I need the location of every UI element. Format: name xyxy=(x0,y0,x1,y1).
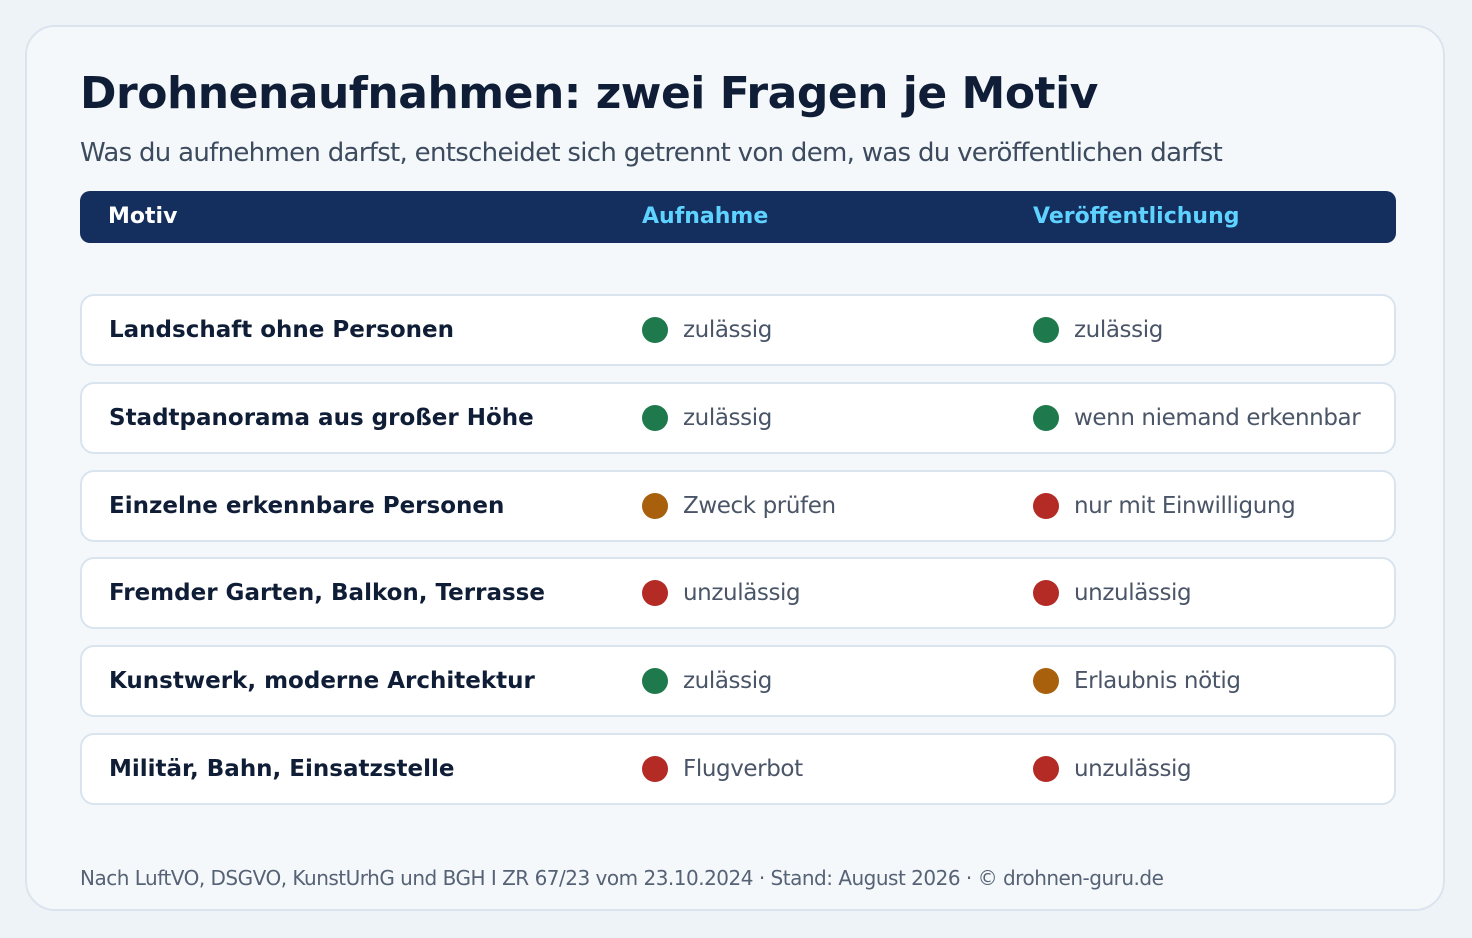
status-dot-icon xyxy=(1033,405,1059,431)
aufnahme-status-text: Flugverbot xyxy=(683,756,803,782)
table-header: Motiv Aufnahme Veröffentlichung xyxy=(80,191,1396,243)
table-row: Militär, Bahn, Einsatzstelle Flugverbot … xyxy=(80,733,1396,805)
aufnahme-status-text: unzulässig xyxy=(683,580,801,606)
aufnahme-cell: zulässig xyxy=(642,647,772,715)
motiv-label: Stadtpanorama aus großer Höhe xyxy=(109,405,534,431)
footer-note: Nach LuftVO, DSGVO, KunstUrhG und BGH I … xyxy=(80,866,1164,890)
status-dot-icon xyxy=(1033,317,1059,343)
status-dot-icon xyxy=(642,493,668,519)
column-header-motiv: Motiv xyxy=(108,204,178,229)
veroeffentlichung-status-text: nur mit Einwilligung xyxy=(1074,493,1296,519)
table-row: Kunstwerk, moderne Architektur zulässig … xyxy=(80,645,1396,717)
veroeffentlichung-cell: Erlaubnis nötig xyxy=(1033,647,1241,715)
column-header-veroeffentlichung: Veröffentlichung xyxy=(1033,204,1240,229)
veroeffentlichung-status-text: wenn niemand erkennbar xyxy=(1074,405,1361,431)
veroeffentlichung-status-text: Erlaubnis nötig xyxy=(1074,668,1241,694)
aufnahme-status-text: zulässig xyxy=(683,317,772,343)
status-dot-icon xyxy=(642,405,668,431)
status-dot-icon xyxy=(642,580,668,606)
status-dot-icon xyxy=(642,317,668,343)
column-header-aufnahme: Aufnahme xyxy=(642,204,769,229)
aufnahme-cell: Zweck prüfen xyxy=(642,472,836,540)
page-subtitle: Was du aufnehmen darfst, entscheidet sic… xyxy=(80,138,1223,168)
veroeffentlichung-cell: wenn niemand erkennbar xyxy=(1033,384,1361,452)
veroeffentlichung-cell: unzulässig xyxy=(1033,735,1192,803)
motiv-label: Kunstwerk, moderne Architektur xyxy=(109,668,535,694)
page-title: Drohnenaufnahmen: zwei Fragen je Motiv xyxy=(80,68,1098,119)
aufnahme-cell: Flugverbot xyxy=(642,735,803,803)
motiv-label: Einzelne erkennbare Personen xyxy=(109,493,505,519)
motiv-label: Fremder Garten, Balkon, Terrasse xyxy=(109,580,545,606)
status-dot-icon xyxy=(642,756,668,782)
veroeffentlichung-cell: nur mit Einwilligung xyxy=(1033,472,1296,540)
status-dot-icon xyxy=(642,668,668,694)
aufnahme-cell: zulässig xyxy=(642,384,772,452)
aufnahme-cell: unzulässig xyxy=(642,559,801,627)
veroeffentlichung-status-text: zulässig xyxy=(1074,317,1163,343)
info-card: Drohnenaufnahmen: zwei Fragen je Motiv W… xyxy=(25,25,1445,911)
table-row: Einzelne erkennbare Personen Zweck prüfe… xyxy=(80,470,1396,542)
table-row: Stadtpanorama aus großer Höhe zulässig w… xyxy=(80,382,1396,454)
table-row: Fremder Garten, Balkon, Terrasse unzuläs… xyxy=(80,557,1396,629)
veroeffentlichung-cell: zulässig xyxy=(1033,296,1163,364)
status-dot-icon xyxy=(1033,668,1059,694)
aufnahme-status-text: Zweck prüfen xyxy=(683,493,836,519)
aufnahme-cell: zulässig xyxy=(642,296,772,364)
table-row: Landschaft ohne Personen zulässig zuläss… xyxy=(80,294,1396,366)
status-dot-icon xyxy=(1033,493,1059,519)
veroeffentlichung-status-text: unzulässig xyxy=(1074,580,1192,606)
status-dot-icon xyxy=(1033,756,1059,782)
aufnahme-status-text: zulässig xyxy=(683,668,772,694)
status-dot-icon xyxy=(1033,580,1059,606)
veroeffentlichung-status-text: unzulässig xyxy=(1074,756,1192,782)
motiv-label: Landschaft ohne Personen xyxy=(109,317,455,343)
aufnahme-status-text: zulässig xyxy=(683,405,772,431)
motiv-label: Militär, Bahn, Einsatzstelle xyxy=(109,756,455,782)
veroeffentlichung-cell: unzulässig xyxy=(1033,559,1192,627)
